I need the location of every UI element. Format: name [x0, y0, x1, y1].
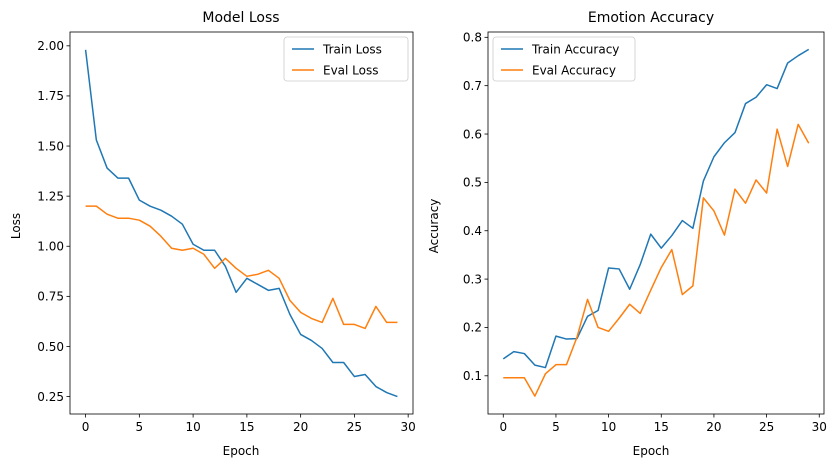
loss-x-tick-label: 5 [136, 420, 144, 434]
accuracy-plot-area: 0 5 10 15 20 25 30 0.1 0.2 0.3 0.4 0.5 0.6 0.7 0.8 Trai… [463, 31, 827, 434]
loss-y-tick-label: 1.25 [37, 189, 64, 203]
loss-y-axis-label: Loss [9, 213, 23, 239]
accuracy-x-tick-label: 0 [499, 420, 507, 434]
loss-x-tick-label: 0 [82, 420, 90, 434]
accuracy-y-axis-label: Accuracy [427, 199, 441, 254]
loss-y-tick-label: 1.00 [37, 240, 64, 254]
loss-y-tick-label: 0.75 [37, 290, 64, 304]
accuracy-chart-title: Emotion Accuracy [588, 10, 714, 26]
loss-chart-title: Model Loss [202, 10, 279, 26]
accuracy-y-tick-label: 0.2 [463, 321, 482, 335]
accuracy-series-line-0 [502, 48, 810, 369]
loss-x-axis-label: Epoch [223, 444, 260, 458]
loss-y-tick-label: 0.50 [37, 340, 64, 354]
accuracy-y-tick-label: 0.3 [463, 272, 482, 286]
accuracy-y-tick-label: 0.8 [463, 31, 482, 45]
loss-legend-box [283, 36, 409, 82]
loss-axes-frame [69, 31, 414, 415]
loss-series-line-0 [84, 49, 398, 398]
loss-series-line-1 [85, 205, 398, 330]
accuracy-x-tick-label: 10 [601, 420, 616, 434]
accuracy-y-tick-label: 0.6 [463, 127, 482, 141]
loss-x-tick-label: 25 [347, 420, 362, 434]
accuracy-x-tick-label: 20 [706, 420, 721, 434]
accuracy-y-tick-label: 0.7 [463, 79, 482, 93]
loss-y-tick-label: 1.50 [37, 139, 64, 153]
loss-x-tick-label: 10 [185, 420, 200, 434]
accuracy-x-tick-label: 25 [759, 420, 774, 434]
accuracy-x-tick-label: 15 [654, 420, 669, 434]
loss-y-tick-label: 1.75 [37, 89, 64, 103]
loss-plot-area: 0 5 10 15 20 25 30 0.25 0.50 0.75 1.00 1.25 1.50 1.75… [37, 31, 416, 434]
accuracy-x-tick-label: 5 [552, 420, 560, 434]
loss-chart: Model Loss Epoch Loss 0 5 10 15 20 25 30 0.25 0.… [9, 10, 416, 458]
loss-legend-label-0: Train Loss [322, 42, 382, 56]
accuracy-y-tick-label: 0.4 [463, 224, 482, 238]
accuracy-legend-label-0: Train Accuracy [531, 42, 619, 56]
accuracy-y-tick-label: 0.5 [463, 176, 482, 190]
loss-legend: Train Loss Eval Loss [283, 36, 409, 82]
accuracy-legend-label-1: Eval Accuracy [532, 63, 616, 77]
accuracy-x-axis-label: Epoch [633, 444, 670, 458]
loss-y-tick-label: 2.00 [37, 39, 64, 53]
accuracy-series-line-1 [503, 123, 810, 397]
loss-y-tick-label: 0.25 [37, 390, 64, 404]
accuracy-x-tick-label: 30 [812, 420, 827, 434]
loss-x-tick-label: 30 [401, 420, 416, 434]
accuracy-axes-frame [487, 31, 825, 415]
loss-legend-label-1: Eval Loss [323, 63, 379, 77]
loss-x-tick-label: 15 [239, 420, 254, 434]
accuracy-legend: Train Accuracy Eval Accuracy [492, 36, 636, 82]
accuracy-y-tick-label: 0.1 [463, 369, 482, 383]
accuracy-chart: Emotion Accuracy Epoch Accuracy 0 5 10 15 20… [427, 10, 827, 458]
accuracy-legend-box [492, 36, 636, 82]
loss-x-tick-label: 20 [293, 420, 308, 434]
